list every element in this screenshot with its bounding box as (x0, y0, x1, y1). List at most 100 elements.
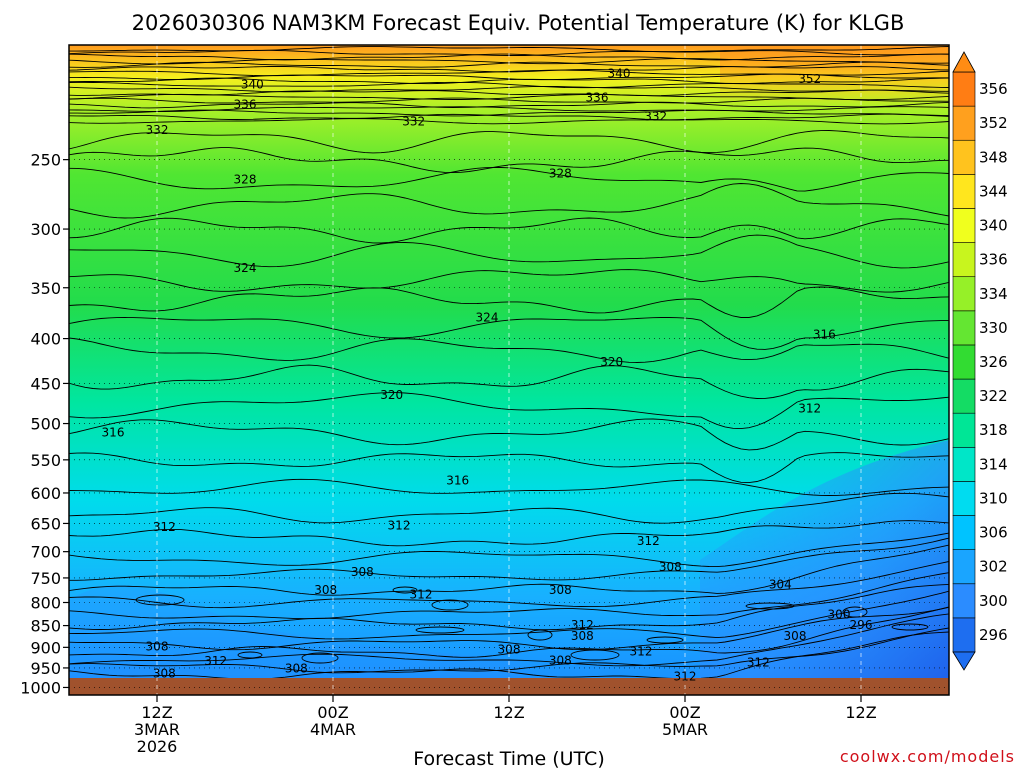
contour-cell (431, 599, 469, 611)
cold-low-left-region (69, 585, 520, 680)
contour-label-308: 308 (314, 583, 337, 597)
colorbar-bottom-arrow (952, 651, 976, 671)
contour-label-308: 308 (146, 640, 169, 654)
colorbar-segment-340 (952, 208, 976, 243)
contour-label-text: 332 (644, 110, 667, 124)
contour-label-text: 308 (351, 565, 374, 579)
contour-label-316: 316 (813, 327, 836, 341)
contour-label-324: 324 (476, 311, 499, 325)
contour-label-312: 312 (204, 654, 227, 668)
contour-label-text: 312 (798, 402, 821, 416)
contour-label-text: 308 (571, 629, 594, 643)
colorbar-label: 296 (979, 626, 1008, 644)
contour-label-text: 340 (241, 78, 264, 92)
contour-label-text: 308 (314, 583, 337, 597)
credit-text: coolwx.com/models (840, 747, 1015, 766)
contour-label-text: 296 (850, 618, 873, 632)
contour-label-312: 312 (798, 402, 821, 416)
contour-label-text: 308 (784, 629, 807, 643)
x-tick-label: 12Z (845, 703, 876, 722)
colorbar-label: 300 (979, 592, 1008, 610)
y-tick-label: 800 (30, 594, 61, 613)
y-tick-label: 350 (30, 279, 61, 298)
contour-label-text: 336 (586, 90, 609, 104)
contour-label-296: 296 (850, 618, 873, 632)
cold-low-right-region (700, 440, 949, 695)
colorbar-label: 344 (979, 182, 1008, 200)
colorbar: 296 300 302 306 310 314 318 322 326 330 334 336 340 3… (952, 51, 1008, 671)
contour-label-308: 308 (285, 661, 308, 675)
contour-label-text: 308 (549, 653, 572, 667)
contour-line (69, 109, 949, 117)
contour-label-text: 332 (146, 123, 169, 137)
contour-label-308: 308 (498, 643, 521, 657)
contour-label-320: 320 (600, 355, 623, 369)
contour-cell (135, 594, 185, 606)
x-tick-label: 4MAR (310, 720, 356, 739)
contour-line (69, 234, 949, 269)
contour-line (69, 130, 949, 154)
contour-cell (415, 626, 465, 634)
contour-line (69, 101, 949, 109)
contour-label-text: 308 (549, 583, 572, 597)
contour-label-text: 332 (402, 115, 425, 129)
contour-line (69, 532, 949, 568)
contour-line (69, 364, 949, 399)
contour-label-336: 336 (586, 90, 609, 104)
contour-label-312: 312 (410, 587, 433, 601)
contour-label-text: 312 (637, 534, 660, 548)
contour-label-312: 312 (388, 519, 411, 533)
colorbar-label: 336 (979, 251, 1008, 269)
contour-label-text: 312 (153, 520, 176, 534)
y-tick-label: 850 (30, 617, 61, 636)
colorbar-label: 356 (979, 80, 1008, 98)
contour-label-text: 352 (798, 72, 821, 86)
contour-label-300: 300 (828, 608, 851, 622)
contour-label-text: 328 (234, 172, 257, 186)
x-tick-label: 00Z (317, 703, 348, 722)
contour-line (69, 478, 949, 496)
contour-label-320: 320 (380, 388, 403, 402)
contour-label-316: 316 (102, 425, 125, 439)
contour-label-312: 312 (153, 520, 176, 534)
contour-label-308: 308 (351, 565, 374, 579)
contour-label-316: 316 (446, 474, 469, 488)
grid-lines (69, 45, 949, 695)
contour-label-312: 312 (747, 655, 770, 669)
contour-line (69, 217, 949, 244)
contour-label-328: 328 (234, 172, 257, 186)
contour-label-308: 308 (571, 629, 594, 643)
contour-label-text: 308 (146, 640, 169, 654)
x-tick-label: 00Z (669, 703, 700, 722)
contour-label-text: 320 (380, 388, 403, 402)
contour-label-text: 312 (571, 618, 594, 632)
contour-cell (392, 586, 418, 594)
colorbar-segment-326 (952, 344, 976, 380)
contour-label-312: 312 (674, 669, 697, 683)
contour-label-308: 308 (549, 653, 572, 667)
contour-line (69, 97, 949, 104)
colorbar-label: 330 (979, 319, 1008, 337)
colorbar-label: 348 (979, 148, 1008, 166)
contour-label-text: 300 (828, 608, 851, 622)
contour-cell (301, 652, 339, 664)
contour-label-text: 308 (153, 667, 176, 681)
y-tick-label: 500 (30, 415, 61, 434)
contour-label-308: 308 (659, 560, 682, 574)
contour-line (69, 392, 949, 430)
x-tick-label: 5MAR (662, 720, 708, 739)
contour-label-328: 328 (549, 167, 572, 181)
contour-label-text: 320 (600, 355, 623, 369)
y-tick-label: 550 (30, 451, 61, 470)
contour-label-text: 324 (476, 311, 499, 325)
contour-label-308: 308 (784, 629, 807, 643)
contour-line (69, 613, 949, 667)
colorbar-segment-318 (952, 412, 976, 448)
colorbar-segment-334 (952, 276, 976, 312)
contour-line (69, 572, 949, 620)
y-tick-label: 250 (30, 151, 61, 170)
y-tick-label: 650 (30, 514, 61, 533)
contour-cell (646, 636, 684, 644)
colorbar-label: 334 (979, 285, 1008, 303)
